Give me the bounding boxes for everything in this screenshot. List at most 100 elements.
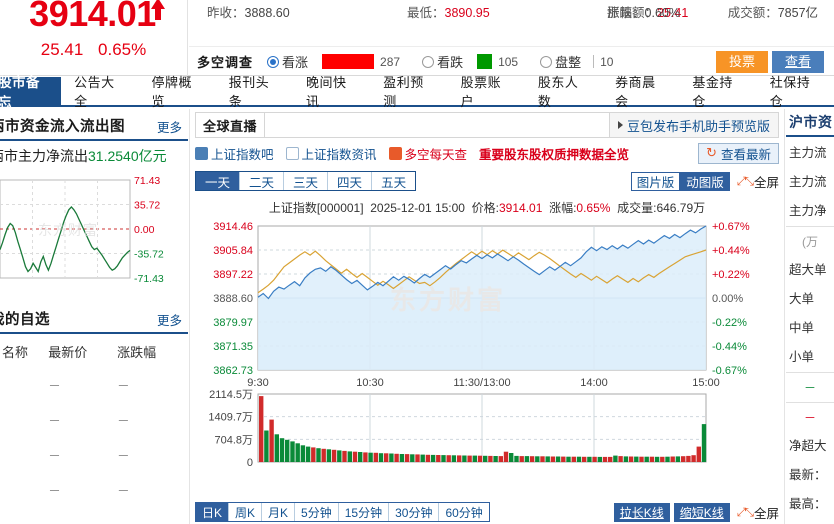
k-tab-week[interactable]: 周K [229, 503, 263, 521]
link-pledge-data[interactable]: 重要股东股权质押数据全览 [479, 147, 630, 162]
col-name: 名称 [2, 345, 29, 360]
right-stat-latest: 最新： [789, 468, 827, 482]
capital-flow-more-link[interactable]: 更多 [156, 121, 182, 135]
extend-kline-button[interactable]: 拉长K线 [613, 502, 670, 522]
nav-item-4[interactable]: 盈利预测 [383, 75, 424, 109]
triangle-right-icon [617, 121, 623, 129]
fullscreen-label: 全屏 [753, 175, 779, 190]
link-news[interactable]: N 上证指数资讯 [285, 144, 377, 163]
svg-text:3905.84: 3905.84 [213, 245, 253, 257]
day-tab-5[interactable]: 五天 [372, 172, 416, 190]
svg-text:-35.72: -35.72 [134, 249, 164, 261]
svg-text:+0.44%: +0.44% [712, 245, 750, 257]
watchlist-cell [2, 403, 46, 436]
table-row[interactable]: －－ [2, 473, 186, 506]
fullscreen-icon-2: ⤢⤡ [736, 504, 754, 519]
live-headline-link[interactable]: 豆包发布手机助手预览版 [608, 113, 778, 137]
col-price: 最新价 [48, 345, 88, 360]
watchlist-header: 我的自选 更多 [0, 304, 188, 334]
day-tab-2[interactable]: 二天 [240, 172, 285, 190]
watchlist-cell [2, 438, 46, 471]
right-divider-3 [786, 402, 834, 403]
link-forum[interactable]: 上证指数吧 [195, 144, 274, 163]
survey-option-bull[interactable]: 看涨 [267, 52, 308, 71]
radio-flat-icon[interactable] [540, 55, 553, 68]
refresh-button[interactable]: ↻ 查看最新 [698, 142, 779, 164]
quote-fields-2: 换手：1.13% 成交量：5.518亿手 振幅：0.60% 成交额：7857亿 [589, 0, 834, 46]
refresh-label: 查看最新 [720, 147, 771, 162]
svg-text:3897.22: 3897.22 [213, 269, 253, 281]
survey-divider [593, 55, 595, 68]
k-tab-30min[interactable]: 30分钟 [389, 503, 440, 521]
view-tab-image[interactable]: 图片版 [630, 171, 681, 191]
chart-price: 3914.01 [499, 201, 543, 215]
watchlist-more-link[interactable]: 更多 [156, 314, 182, 328]
fullscreen-button-bottom[interactable]: ⤢⤡ 全屏 [737, 503, 779, 522]
monitor-icon [388, 146, 402, 160]
center-panel: 全球直播 豆包发布手机助手预览版 上证指数吧 N 上证指数资讯 多空每天查 重要… [189, 109, 785, 524]
nav-item-9[interactable]: 社保持仓 [769, 75, 811, 109]
link-daily-check[interactable]: 多空每天查 [388, 144, 467, 163]
nav-item-3[interactable]: 晚间快讯 [306, 75, 347, 109]
right-order-0: 超大单 [789, 263, 827, 277]
right-stat-pct: 涨幅： [786, 517, 834, 524]
vote-button[interactable]: 投票 [716, 50, 768, 73]
svg-text:0.00%: 0.00% [712, 293, 743, 305]
right-order-3: 小单 [789, 350, 815, 364]
nav-item-active[interactable]: 股市备忘 [0, 75, 62, 110]
svg-text:+0.22%: +0.22% [712, 269, 750, 281]
k-tab-month[interactable]: 月K [262, 503, 296, 521]
net-flow-summary: 两市主力净流出31.2540亿元 [0, 148, 167, 164]
nav-item-7[interactable]: 券商晨会 [615, 75, 656, 109]
chart-datetime: 2025-12-01 15:00 [370, 201, 465, 215]
svg-text:2114.5万: 2114.5万 [209, 389, 253, 401]
nav-item-6[interactable]: 股东人数 [537, 75, 579, 109]
nav-item-8[interactable]: 基金持仓 [692, 75, 733, 109]
fullscreen-icon: ⤢⤡ [736, 173, 754, 188]
nav-item-0[interactable]: 公告大全 [74, 75, 115, 109]
nav-item-5[interactable]: 股票账户 [460, 75, 502, 109]
survey-option-bear[interactable]: 看跌 [422, 52, 463, 71]
day-tab-1[interactable]: 一天 [196, 172, 241, 190]
survey-option-flat[interactable]: 盘整 [540, 52, 581, 71]
day-tab-3[interactable]: 三天 [284, 172, 329, 190]
svg-text:-0.22%: -0.22% [712, 317, 747, 329]
k-tab-day[interactable]: 日K [196, 503, 230, 521]
nav-item-1[interactable]: 停牌概览 [151, 75, 192, 109]
quote-summary: 3914.01 25.41 0.65% [0, 0, 188, 76]
fullscreen-label-2: 全屏 [753, 506, 779, 521]
k-tab-5min[interactable]: 5分钟 [295, 503, 339, 521]
view-results-button[interactable]: 查看 [772, 50, 824, 73]
radio-bull-icon[interactable] [267, 55, 280, 68]
day-tab-4[interactable]: 四天 [328, 172, 373, 190]
live-broadcast-bar: 全球直播 豆包发布手机助手预览版 [195, 112, 779, 138]
k-tab-15min[interactable]: 15分钟 [338, 503, 390, 521]
table-row[interactable]: －－ [2, 508, 186, 524]
table-row[interactable]: －－ [2, 368, 186, 401]
right-divider-2 [786, 372, 834, 373]
watchlist-cell: － [48, 508, 115, 524]
table-row[interactable]: －－ [2, 438, 186, 471]
svg-text:704.8万: 704.8万 [214, 434, 253, 446]
table-row[interactable]: －－ [2, 403, 186, 436]
quote-field-prevclose: 昨收：3888.60 [207, 5, 290, 20]
view-tab-animated[interactable]: 动图版 [680, 171, 730, 191]
change-percent: 0.65% [98, 40, 147, 59]
watchlist-cell: － [117, 449, 130, 463]
svg-text:3862.73: 3862.73 [213, 365, 253, 377]
fullscreen-button-top[interactable]: ⤢⤡ 全屏 [737, 172, 779, 191]
watchlist-cell: － [117, 508, 186, 524]
shrink-kline-button[interactable]: 缩短K线 [673, 502, 730, 522]
watchlist-title: 我的自选 [0, 312, 50, 328]
k-line-tabs: 日K 周K 月K 5分钟 15分钟 30分钟 60分钟 拉长K线 缩短K线 ⤢⤡… [195, 502, 779, 522]
right-order-2: 中单 [789, 321, 815, 335]
intraday-chart: 3914.46 +0.67% 3905.84 +0.44% 3897.22 +0.22% 3… [190, 218, 786, 386]
svg-text:3888.60: 3888.60 [213, 293, 253, 305]
quote-field-amplitude: 振幅：0.60% [607, 5, 680, 20]
live-tab-global[interactable]: 全球直播 [196, 113, 266, 137]
radio-bear-icon[interactable] [422, 55, 435, 68]
left-sidebar: 两市资金流入流出图 更多 两市主力净流出31.2540亿元 71.43 35.72… [0, 109, 188, 524]
bear-bar [477, 54, 493, 69]
nav-item-2[interactable]: 报刊头条 [228, 75, 270, 109]
k-tab-60min[interactable]: 60分钟 [439, 503, 489, 521]
